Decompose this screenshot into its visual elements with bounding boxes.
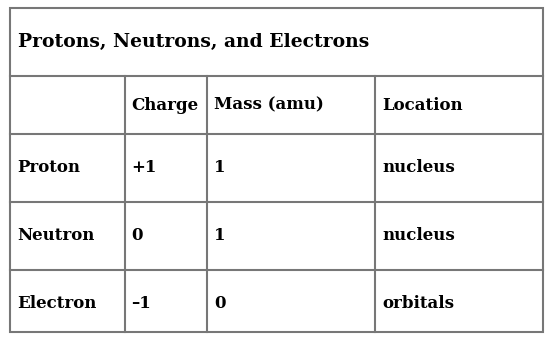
Text: 0: 0 bbox=[214, 295, 226, 312]
Text: Location: Location bbox=[382, 97, 463, 114]
Text: nucleus: nucleus bbox=[382, 227, 455, 244]
Text: 1: 1 bbox=[214, 227, 226, 244]
Text: 1: 1 bbox=[214, 159, 226, 176]
Text: Protons, Neutrons, and Electrons: Protons, Neutrons, and Electrons bbox=[18, 33, 369, 51]
Text: nucleus: nucleus bbox=[382, 159, 455, 176]
Text: orbitals: orbitals bbox=[382, 295, 454, 312]
Text: Mass (amu): Mass (amu) bbox=[214, 97, 324, 114]
Text: Charge: Charge bbox=[132, 97, 199, 114]
Text: 0: 0 bbox=[132, 227, 143, 244]
Text: –1: –1 bbox=[132, 295, 152, 312]
Text: Proton: Proton bbox=[17, 159, 80, 176]
Text: Electron: Electron bbox=[17, 295, 96, 312]
Text: +1: +1 bbox=[132, 159, 157, 176]
Text: Neutron: Neutron bbox=[17, 227, 95, 244]
